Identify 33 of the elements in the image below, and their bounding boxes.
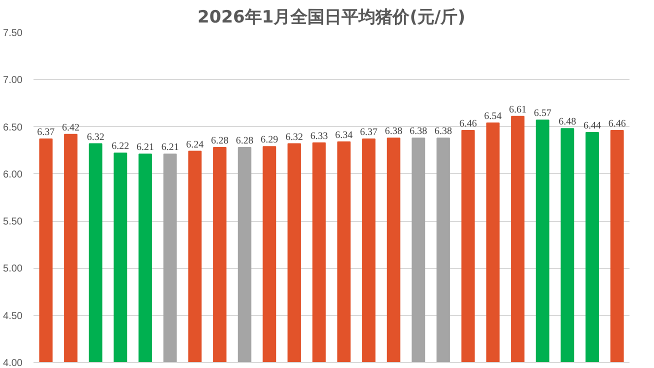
y-tick-label: 7.00 xyxy=(3,75,23,86)
data-label: 6.38 xyxy=(384,126,402,138)
data-label: 6.44 xyxy=(584,120,601,132)
data-label: 6.29 xyxy=(260,134,278,146)
data-label: 6.57 xyxy=(534,108,552,120)
y-tick-label: 7.50 xyxy=(3,28,23,39)
data-label: 6.28 xyxy=(236,136,254,147)
data-label: 6.28 xyxy=(211,136,228,147)
data-label: 6.24 xyxy=(186,139,204,150)
y-tick-label: 5.50 xyxy=(3,216,23,228)
data-label: 6.61 xyxy=(509,104,526,116)
y-tick-label: 5.00 xyxy=(3,264,23,275)
data-label: 6.37 xyxy=(360,127,378,138)
data-label: 6.21 xyxy=(136,142,154,154)
data-label: 6.46 xyxy=(608,118,626,130)
y-tick-label: 4.50 xyxy=(3,310,23,322)
data-label: 6.22 xyxy=(112,141,130,152)
y-tick-label: 4.00 xyxy=(3,358,23,368)
data-label: 6.38 xyxy=(410,126,428,138)
data-label: 6.34 xyxy=(335,130,353,141)
data-label: 6.38 xyxy=(434,126,452,138)
data-label: 6.48 xyxy=(558,116,576,128)
data-label: 6.42 xyxy=(62,122,80,134)
data-label: 6.54 xyxy=(484,111,502,122)
data-label: 6.37 xyxy=(37,127,55,138)
data-label: 6.32 xyxy=(286,132,303,143)
data-label: 6.32 xyxy=(86,132,104,143)
chart-title: 2026年1月全国日平均猪价(元/斤) xyxy=(198,8,466,28)
y-tick-label: 6.00 xyxy=(3,169,23,180)
data-label: 6.46 xyxy=(459,118,477,130)
y-tick-label: 6.50 xyxy=(3,122,23,134)
data-label: 6.21 xyxy=(161,142,179,154)
data-label: 6.33 xyxy=(310,130,328,142)
